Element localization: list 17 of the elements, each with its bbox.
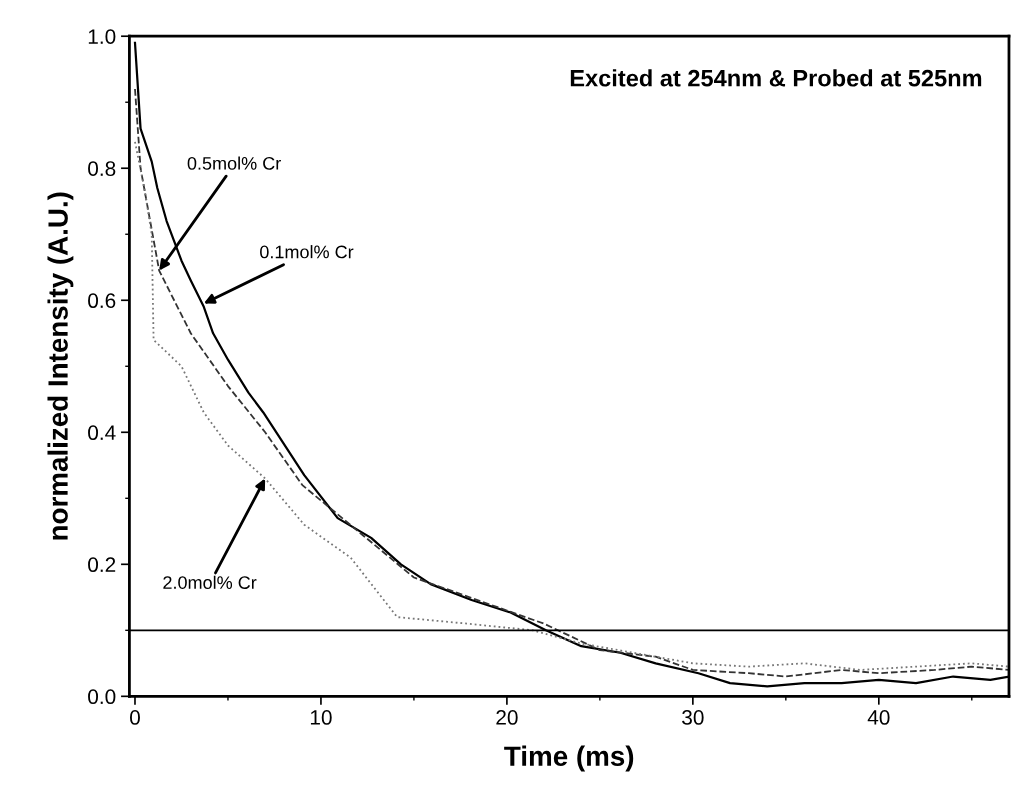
x-axis-title: Time (ms) — [504, 745, 634, 772]
x-tick-label: 0 — [130, 710, 140, 725]
annotation: Excited at 254nm & Probed at 525nm — [570, 69, 982, 87]
x-tick-label: 10 — [310, 710, 332, 725]
y-tick-label: 1.0 — [88, 29, 116, 44]
y-tick-label: 0.8 — [88, 161, 116, 176]
x-tick-label: 20 — [496, 710, 518, 725]
y-tick-label: 0.0 — [88, 689, 116, 705]
annotation: 2.0mol% Cr — [163, 575, 257, 589]
y-axis-title: normalized Intensity (A.U.) — [47, 192, 74, 540]
x-tick-label: 30 — [682, 710, 704, 725]
annotation: 0.1mol% Cr — [260, 245, 354, 259]
y-tick-label: 0.6 — [88, 293, 116, 309]
annotation: 0.5mol% Cr — [187, 156, 281, 170]
y-tick-label: 0.4 — [88, 425, 116, 441]
x-tick-label: 40 — [867, 710, 890, 725]
y-tick-label: 0.2 — [88, 557, 116, 573]
